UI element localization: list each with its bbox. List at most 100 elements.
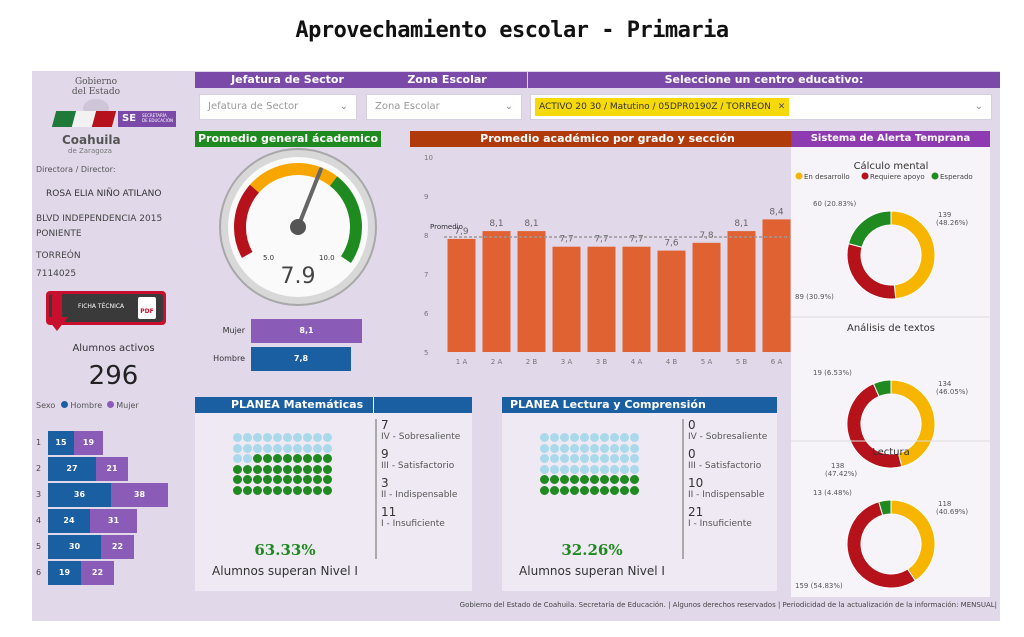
level-count: 3 [381, 476, 389, 490]
student-dot [620, 485, 629, 495]
student-dot [233, 454, 242, 463]
student-dot [323, 475, 332, 484]
clear-icon[interactable]: ✕ [777, 102, 786, 112]
bar[interactable] [517, 231, 546, 352]
student-dot [303, 433, 312, 442]
level-count: 10 [688, 476, 704, 490]
jefatura-placeholder: Jefatura de Sector [208, 101, 299, 112]
mujer-bar: 38 [111, 483, 168, 507]
student-dot [323, 464, 332, 474]
student-dot [293, 454, 302, 463]
sexo-row: 5 30 22 [32, 535, 195, 559]
student-dot [293, 485, 302, 495]
donut-label-apoyo: 138 [831, 462, 844, 470]
bar[interactable] [762, 219, 791, 352]
student-dot [570, 485, 579, 495]
student-dot [560, 443, 569, 453]
mujer-label: Mujer [116, 401, 139, 410]
student-dot [283, 433, 292, 442]
sexo-label: Sexo [36, 401, 56, 410]
student-dot [540, 475, 549, 484]
student-dot [620, 433, 629, 442]
donut-slice[interactable] [890, 210, 936, 300]
gauge-arc-yellow [249, 163, 338, 193]
grade-label: 4 [36, 516, 42, 525]
hombre-dot-icon [60, 401, 68, 408]
student-dot [610, 454, 619, 463]
grade-label: 6 [36, 568, 42, 577]
address-line2: PONIENTE [36, 229, 82, 239]
chevron-down-icon: ⌄ [974, 101, 983, 112]
student-dot [630, 433, 639, 442]
donut-label-desarrollo: 118 [938, 500, 951, 508]
bar[interactable] [692, 242, 721, 352]
bar[interactable] [622, 246, 651, 352]
ficha-tecnica-button[interactable]: FICHA TÉCNICA PDF [46, 291, 166, 331]
student-dot [600, 464, 609, 474]
student-dot [323, 433, 332, 442]
student-dot [323, 485, 332, 495]
planea-mat-levels: 7 IV - Sobresaliente 9 III - Satisfactorio 3… [381, 419, 471, 535]
student-dot [560, 485, 569, 495]
x-tick-label: 5 B [736, 358, 748, 366]
student-dot [580, 475, 589, 484]
x-tick-label: 4 B [666, 358, 678, 366]
student-dot [233, 475, 242, 484]
sidebar: Gobierno del Estado SE SECRETARÍA DE EDUC… [32, 71, 195, 621]
student-dot [273, 475, 282, 484]
bar-value-label: 8,1 [489, 219, 503, 229]
bar[interactable] [657, 250, 686, 352]
donut-slice[interactable] [846, 501, 916, 589]
footer: Gobierno del Estado de Coahuila. Secreta… [459, 601, 997, 609]
y-tick-label: 10 [424, 154, 433, 162]
student-dot [580, 454, 589, 463]
level-count: 0 [688, 447, 696, 461]
bar[interactable] [587, 246, 616, 352]
student-dot [303, 454, 312, 463]
student-dot [600, 433, 609, 442]
student-dot [630, 475, 639, 484]
donut-label-apoyo: 89 (30.9%) [795, 293, 834, 301]
gender-bar: 8,1 [251, 319, 362, 343]
level-label: IV - Sobresaliente [688, 432, 768, 442]
zona-select[interactable]: Zona Escolar ⌄ [366, 94, 522, 120]
arrow-down-icon [52, 293, 62, 319]
donut-slice[interactable] [878, 499, 892, 516]
student-dot [313, 443, 322, 453]
student-dot [540, 485, 549, 495]
donut-label-desarrollo: 139 [938, 211, 951, 219]
bar[interactable] [447, 238, 476, 352]
donut-slice[interactable] [872, 379, 892, 398]
centro-select[interactable]: ACTIVO 20 30 / Matutino / 05DPR0190Z / T… [530, 94, 992, 120]
bar[interactable] [482, 231, 511, 352]
bar[interactable] [727, 231, 756, 352]
student-dot [550, 464, 559, 474]
student-dot [590, 485, 599, 495]
donut-label-desarrollo: 134 [938, 380, 952, 388]
y-tick-label: 7 [424, 271, 428, 279]
student-dot [233, 433, 242, 442]
chevron-down-icon: ⌄ [504, 101, 513, 112]
student-dot [540, 454, 549, 463]
student-dot [570, 454, 579, 463]
bar[interactable] [552, 246, 581, 352]
mujer-bar: 21 [96, 457, 128, 481]
mujer-bar: 22 [81, 561, 114, 585]
student-dot [620, 475, 629, 484]
student-dot [293, 433, 302, 442]
y-tick-label: 5 [424, 349, 428, 357]
donut-slice[interactable] [847, 210, 892, 248]
student-dot [273, 433, 282, 442]
dashboard: Gobierno del Estado SE SECRETARÍA DE EDUC… [32, 71, 1000, 621]
student-dot [580, 443, 589, 453]
centro-header: Seleccione un centro educativo: [528, 72, 1000, 88]
student-dot [313, 433, 322, 442]
student-dot [610, 433, 619, 442]
bar-value-label: 7,6 [664, 239, 679, 249]
student-dot [540, 433, 549, 442]
student-dot [540, 443, 549, 453]
student-dot [570, 443, 579, 453]
jefatura-select[interactable]: Jefatura de Sector ⌄ [199, 94, 357, 120]
student-dot [253, 443, 262, 453]
sexo-row: 3 36 38 [32, 483, 195, 507]
